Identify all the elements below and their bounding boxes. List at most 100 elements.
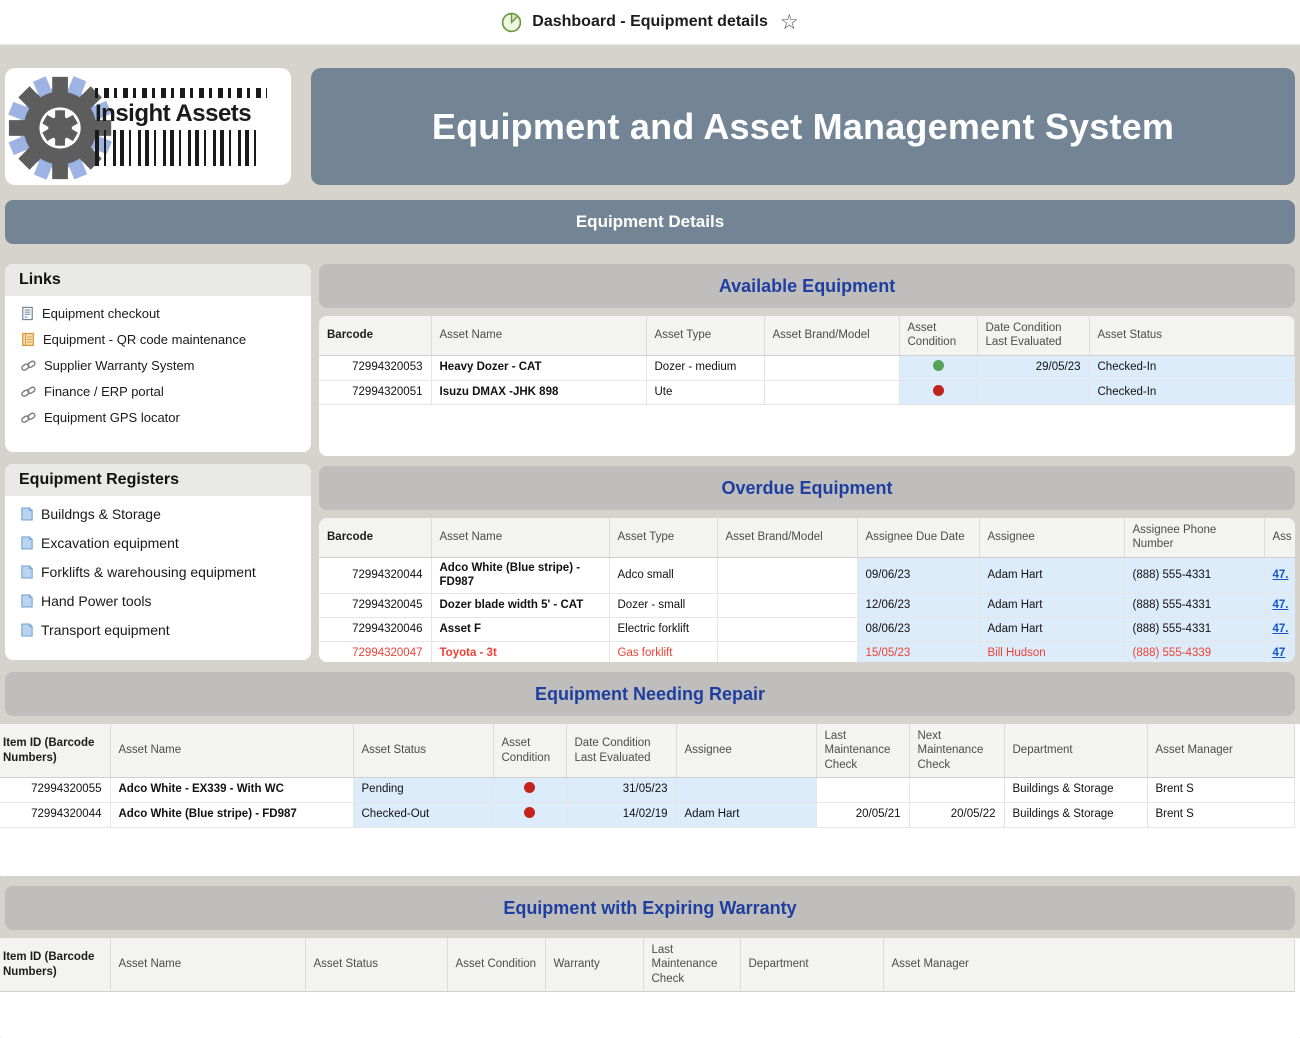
link-label: Equipment - QR code maintenance [43, 332, 247, 347]
asset-name-cell: Toyota - 3t [431, 641, 610, 662]
page-icon [21, 594, 33, 608]
barcode-cell: 72994320045 [319, 593, 432, 619]
asset-name-cell: Heavy Dozer - CAT [431, 355, 647, 381]
overdue-equipment-title: Overdue Equipment [721, 477, 893, 498]
item-id-cell: 72994320055 [0, 777, 111, 803]
pie-chart-icon [502, 12, 522, 32]
available-equipment-title: Available Equipment [718, 275, 896, 296]
registers-header: Equipment Registers [5, 464, 311, 496]
gps-link[interactable]: 47. [1272, 568, 1289, 581]
asset-name-cell: Adco White (Blue stripe) - FD987 [431, 557, 610, 595]
table-row: 72994320044 Adco White (Blue stripe) - F… [0, 802, 1295, 828]
table-row: 72994320047 Toyota - 3t Gas forklift 15/… [319, 641, 1295, 662]
link-label: Equipment GPS locator [44, 410, 180, 425]
repair-bar: Equipment Needing Repair [5, 672, 1295, 716]
header-row: Barcode Asset Name Asset Type Asset Bran… [319, 518, 1295, 558]
gear-logo-icon [8, 75, 112, 180]
registers-card: Equipment Registers Buildngs & Storage E… [5, 464, 311, 660]
gps-link[interactable]: 47. [1272, 622, 1289, 635]
available-equipment-bar: Available Equipment [319, 264, 1295, 308]
header-row: Item ID (Barcode Numbers) Asset Name Ass… [0, 724, 1295, 779]
barcode-cell: 72994320051 [319, 380, 432, 406]
link-label: Finance / ERP portal [44, 384, 164, 399]
sidebar-item-qr-code-maintenance[interactable]: Equipment - QR code maintenance [21, 332, 301, 347]
barcode-graphic-top [95, 87, 267, 98]
sidebar-item-hand-power-tools[interactable]: Hand Power tools [21, 593, 301, 609]
barcode-graphic-bottom [95, 129, 263, 166]
repair-title: Equipment Needing Repair [534, 683, 766, 704]
register-label: Buildngs & Storage [41, 506, 161, 522]
main-content: Available Equipment Barcode Asset Name A… [319, 264, 1295, 662]
sidebar-item-equipment-checkout[interactable]: Equipment checkout [21, 306, 301, 321]
header-row: Item ID (Barcode Numbers) Asset Name Ass… [0, 938, 1295, 993]
warranty-bar: Equipment with Expiring Warranty [5, 886, 1295, 930]
table-row: 72994320051 Isuzu DMAX -JHK 898 Ute Chec… [319, 380, 1295, 406]
table-row: 72994320044 Adco White (Blue stripe) - F… [319, 557, 1295, 595]
page-icon [21, 565, 33, 579]
asset-name-cell: Adco White - EX339 - With WC [110, 777, 354, 803]
warranty-table: Item ID (Barcode Numbers) Asset Name Ass… [0, 938, 1295, 993]
asset-name-cell: Dozer blade width 5' - CAT [431, 593, 610, 619]
repair-card: Item ID (Barcode Numbers) Asset Name Ass… [0, 724, 1300, 876]
sidebar-item-gps-locator[interactable]: Equipment GPS locator [21, 410, 301, 425]
barcode-cell: 72994320053 [319, 355, 432, 381]
links-card: Links Equipment checkout Equipment - QR … [5, 264, 311, 452]
sidebar-item-buildings-storage[interactable]: Buildngs & Storage [21, 506, 301, 522]
asset-name-cell: Adco White (Blue stripe) - FD987 [110, 802, 354, 828]
register-label: Transport equipment [41, 622, 170, 638]
overdue-equipment-table: Barcode Asset Name Asset Type Asset Bran… [319, 518, 1295, 662]
link-label: Supplier Warranty System [44, 358, 195, 373]
overdue-equipment-bar: Overdue Equipment [319, 466, 1295, 510]
logo-text: Insight Assets [95, 99, 252, 127]
condition-dot [932, 359, 944, 371]
form-icon [21, 306, 34, 321]
page-icon [21, 623, 33, 637]
barcode-cell: 72994320046 [319, 617, 432, 643]
register-label: Hand Power tools [41, 593, 152, 609]
table-row: 72994320045 Dozer blade width 5' - CAT D… [319, 593, 1295, 619]
app-title: Equipment and Asset Management System [431, 105, 1175, 147]
app-logo: Insight Assets [5, 68, 291, 185]
page-icon [21, 507, 33, 521]
warranty-title: Equipment with Expiring Warranty [503, 897, 797, 918]
sidebar-item-supplier-warranty[interactable]: Supplier Warranty System [21, 358, 301, 373]
asset-name-cell: Isuzu DMAX -JHK 898 [431, 380, 647, 406]
register-label: Forklifts & warehousing equipment [41, 564, 256, 580]
link-label: Equipment checkout [42, 306, 160, 321]
condition-dot [524, 806, 535, 818]
star-favorite-icon[interactable]: ☆ [779, 9, 799, 34]
page-icon [21, 536, 33, 550]
equipment-details-bar: Equipment Details [5, 200, 1295, 244]
app-banner: Equipment and Asset Management System [311, 68, 1295, 185]
page-title: Dashboard - Equipment details [532, 13, 768, 30]
sidebar-item-finance-erp[interactable]: Finance / ERP portal [21, 384, 301, 399]
equipment-details-title: Equipment Details [575, 212, 725, 231]
available-equipment-card: Barcode Asset Name Asset Type Asset Bran… [319, 316, 1295, 456]
table-row: 72994320046 Asset F Electric forklift 08… [319, 617, 1295, 643]
register-label: Excavation equipment [41, 535, 179, 551]
table-row: 72994320055 Adco White - EX339 - With WC… [0, 777, 1295, 803]
available-equipment-table: Barcode Asset Name Asset Type Asset Bran… [319, 316, 1295, 406]
repair-table: Item ID (Barcode Numbers) Asset Name Ass… [0, 724, 1295, 828]
barcode-cell: 72994320047 [319, 641, 432, 662]
gps-link[interactable]: 47 [1272, 646, 1286, 659]
sidebar-item-excavation[interactable]: Excavation equipment [21, 535, 301, 551]
warranty-card: Item ID (Barcode Numbers) Asset Name Ass… [0, 938, 1300, 1038]
sidebar: Links Equipment checkout Equipment - QR … [5, 264, 311, 660]
item-id-cell: 72994320044 [0, 802, 111, 828]
link-icon [21, 385, 36, 398]
sidebar-item-transport[interactable]: Transport equipment [21, 622, 301, 638]
barcode-cell: 72994320044 [319, 557, 432, 595]
browser-title-bar: Dashboard - Equipment details ☆ [0, 0, 1300, 45]
link-icon [21, 411, 36, 424]
qr-notebook-icon [21, 332, 35, 347]
header-row: Barcode Asset Name Asset Type Asset Bran… [319, 316, 1295, 356]
overdue-equipment-card: Barcode Asset Name Asset Type Asset Bran… [319, 518, 1295, 662]
link-icon [21, 359, 36, 372]
sidebar-item-forklifts[interactable]: Forklifts & warehousing equipment [21, 564, 301, 580]
condition-dot [524, 782, 535, 794]
gps-link[interactable]: 47. [1272, 598, 1289, 611]
links-header: Links [5, 264, 311, 296]
asset-name-cell: Asset F [431, 617, 610, 643]
condition-dot [932, 384, 944, 396]
